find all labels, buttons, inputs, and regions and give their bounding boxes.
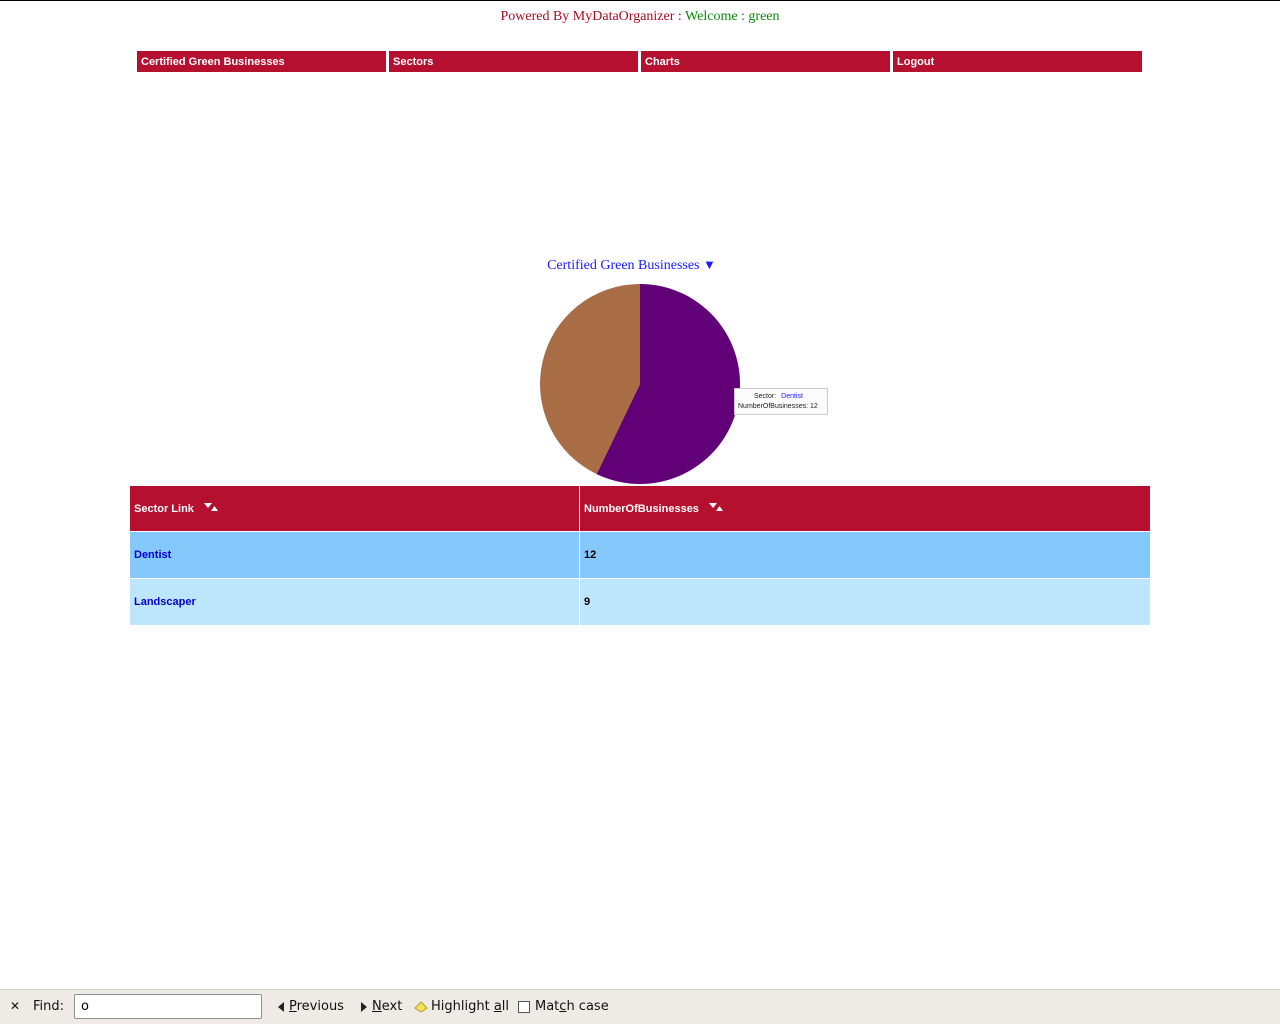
nav-certified-green-businesses[interactable]: Certified Green Businesses [136,50,387,73]
pie-slice-dentist[interactable] [596,284,740,484]
nav-charts[interactable]: Charts [640,50,891,73]
match-case-label: Match case [535,999,609,1014]
header: Powered By MyDataOrganizer : Welcome : g… [0,9,1280,25]
find-input[interactable] [74,994,262,1019]
header-sector-link-label: Sector Link [134,503,194,515]
table-cell-count: 9 [580,579,1150,625]
table-row: Dentist 12 [130,532,1150,578]
sector-link-landscaper[interactable]: Landscaper [134,596,196,608]
chart-tooltip: Sector: Dentist NumberOfBusinesses: 12 [734,388,828,415]
chart-title-dropdown[interactable]: Certified Green Businesses ▼ [0,257,1263,274]
header-sector-link: Sector Link [130,486,579,531]
previous-button[interactable]: Previous [278,999,344,1014]
header-number-of-businesses-label: NumberOfBusinesses [584,503,699,515]
top-border [0,0,1280,1]
tooltip-count-value: 12 [809,403,818,410]
table-cell-sector: Landscaper [130,579,579,625]
highlighter-icon [414,1000,428,1013]
sort-toggle-icon[interactable] [203,502,219,515]
close-icon[interactable]: ✕ [10,999,21,1013]
next-label: Next [372,999,403,1014]
nav-sectors[interactable]: Sectors [388,50,639,73]
highlight-all-label: Highlight all [431,999,510,1014]
welcome-text: Welcome : green [685,9,780,24]
nav-bar: Certified Green Businesses Sectors Chart… [136,50,1143,73]
tooltip-sector-label: Sector: [754,393,777,400]
sector-link-dentist[interactable]: Dentist [134,549,172,561]
powered-by-text: Powered By MyDataOrganizer : [500,9,682,24]
table-row: Landscaper 9 [130,579,1150,625]
chart-title: Certified Green Businesses [547,258,700,273]
sort-toggle-icon[interactable] [708,502,724,515]
find-bar: ✕ Find: Previous Next Highlight all Matc… [0,989,1280,1024]
header-number-of-businesses: NumberOfBusinesses [580,486,1150,531]
tooltip-sector-value: Dentist [781,393,803,400]
table-cell-sector: Dentist [130,532,579,578]
nav-logout[interactable]: Logout [892,50,1143,73]
match-case-checkbox[interactable] [518,1000,530,1013]
data-table: Sector Link NumberOfBusinesses [129,485,1151,626]
match-case-toggle[interactable]: Match case [518,999,609,1014]
next-button[interactable]: Next [361,999,402,1014]
find-label: Find: [33,999,65,1014]
data-table-container: Sector Link NumberOfBusinesses [129,485,1151,626]
table-header-row: Sector Link NumberOfBusinesses [130,486,1150,531]
previous-label: Previous [289,999,344,1014]
pie-chart[interactable] [539,283,741,485]
arrow-right-icon [361,1001,367,1012]
pie-slice-landscaper[interactable] [540,284,640,475]
tooltip-count-label: NumberOfBusinesses: [738,403,809,410]
arrow-left-icon [278,1001,284,1012]
dropdown-arrow-icon: ▼ [703,257,716,272]
table-cell-count: 12 [580,532,1150,578]
highlight-all-button[interactable]: Highlight all [414,999,509,1014]
